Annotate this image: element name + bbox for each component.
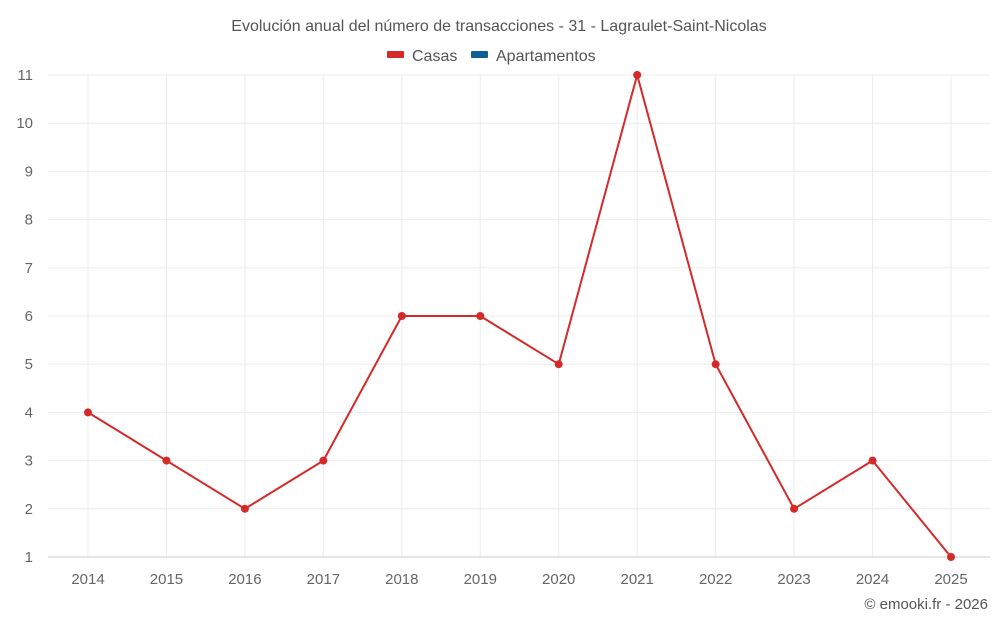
data-point-casas-2016[interactable] xyxy=(240,504,249,513)
x-tick-label: 2017 xyxy=(307,571,340,588)
y-tick-label: 7 xyxy=(25,260,33,277)
data-point-casas-2014[interactable] xyxy=(84,408,92,417)
y-tick-label: 8 xyxy=(25,212,33,229)
data-point-casas-2021[interactable] xyxy=(633,71,642,79)
y-tick-label: 9 xyxy=(25,163,33,180)
x-tick-label: 2025 xyxy=(934,571,967,588)
x-tick-label: 2024 xyxy=(856,571,889,588)
y-tick-label: 4 xyxy=(25,404,33,421)
legend-label-casas: Casas xyxy=(412,48,457,65)
credit-text: © emooki.fr - 2026 xyxy=(864,596,988,613)
x-tick-label: 2014 xyxy=(71,571,104,588)
x-tick-label: 2021 xyxy=(620,571,653,588)
legend-label-apartamentos: Apartamentos xyxy=(496,48,596,65)
y-tick-label: 3 xyxy=(25,453,33,470)
x-tick-label: 2020 xyxy=(542,571,575,588)
data-point-casas-2020[interactable] xyxy=(554,360,563,369)
x-axis: 2014 2015 2016 2017 2018 2019 2020 2021 2022 2023… xyxy=(71,571,967,588)
x-tick-label: 2019 xyxy=(464,571,497,588)
legend-swatch-casas xyxy=(387,51,404,58)
data-point-casas-2017[interactable] xyxy=(319,456,328,465)
chart-title: Evolución anual del número de transaccio… xyxy=(231,18,766,35)
legend-item-casas[interactable]: Casas xyxy=(387,48,457,65)
data-point-casas-2019[interactable] xyxy=(476,312,485,320)
legend-swatch-apartamentos xyxy=(471,51,488,58)
y-tick-label: 5 xyxy=(25,356,33,373)
x-tick-label: 2018 xyxy=(385,571,418,588)
data-point-casas-2018[interactable] xyxy=(397,312,406,320)
y-tick-label: 6 xyxy=(25,308,33,325)
y-tick-label: 10 xyxy=(16,115,33,132)
x-tick-label: 2023 xyxy=(777,571,810,588)
data-point-casas-2022[interactable] xyxy=(711,360,720,369)
plot-area xyxy=(84,71,955,561)
data-point-casas-2024[interactable] xyxy=(868,456,877,465)
y-tick-label: 11 xyxy=(17,67,33,84)
y-tick-label: 1 xyxy=(25,549,33,566)
y-axis: 1 2 3 4 5 6 7 8 9 10 11 xyxy=(16,67,33,566)
grid xyxy=(48,74,990,557)
data-point-casas-2025[interactable] xyxy=(947,553,955,561)
x-tick-label: 2015 xyxy=(150,571,183,588)
x-tick-label: 2016 xyxy=(228,571,261,588)
y-tick-label: 2 xyxy=(25,501,33,518)
legend-item-apartamentos[interactable]: Apartamentos xyxy=(471,48,596,65)
series-line-casas xyxy=(87,74,952,558)
x-tick-label: 2022 xyxy=(699,571,732,588)
legend: Casas Apartamentos xyxy=(387,48,596,65)
data-point-casas-2023[interactable] xyxy=(790,504,799,513)
data-point-casas-2015[interactable] xyxy=(162,456,171,465)
